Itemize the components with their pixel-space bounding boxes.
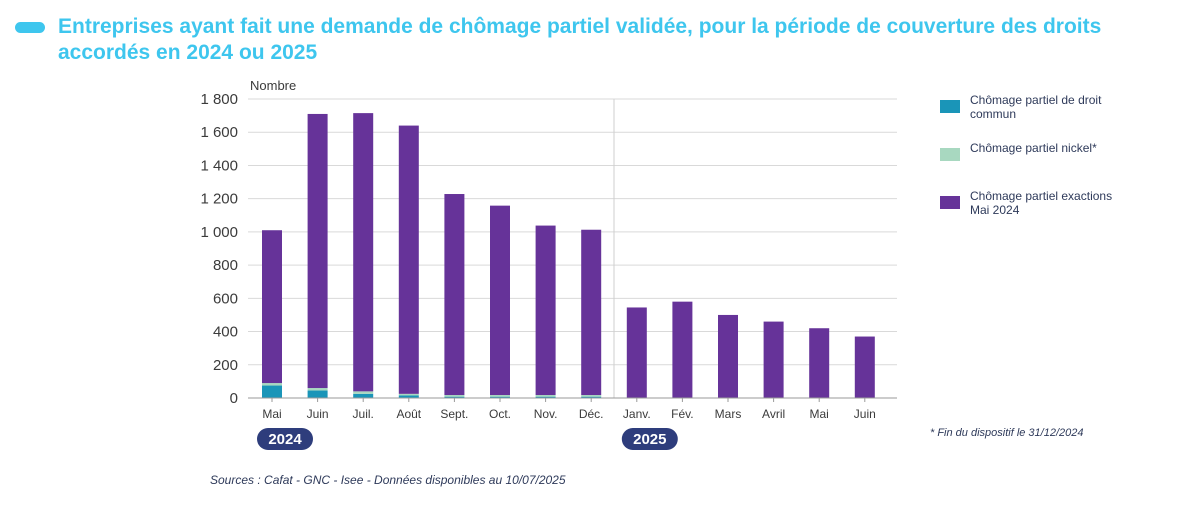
- source-note: Sources : Cafat - GNC - Isee - Données d…: [210, 473, 566, 487]
- bar-nickel: [444, 395, 465, 397]
- x-tick-label: Janv.: [623, 407, 651, 421]
- bar-nickel: [307, 388, 328, 391]
- bar-nickel: [581, 395, 602, 397]
- bar-droit-commun: [307, 390, 328, 398]
- x-tick-label: Juin: [307, 407, 329, 421]
- bar-exactions: [626, 307, 647, 398]
- grid-lines: [248, 98, 897, 399]
- bar-exactions: [490, 205, 510, 396]
- bar-exactions: [307, 113, 328, 389]
- year-badge-label: 2025: [633, 431, 666, 448]
- legend-item-droit-commun: Chômage partiel de droit commun: [940, 93, 1140, 141]
- y-tick-label: 1 000: [200, 224, 238, 241]
- legend-label-nickel: Chômage partiel nickel*: [970, 141, 1097, 155]
- bar-droit-commun: [262, 385, 282, 398]
- x-tick-label: Nov.: [534, 407, 558, 421]
- bars: [262, 113, 875, 398]
- x-tick-label: Fév.: [671, 407, 693, 421]
- x-tick-label: Juin: [854, 407, 876, 421]
- bar-droit-commun: [581, 396, 602, 398]
- title-accent-pill: [15, 22, 45, 33]
- y-axis-label: Nombre: [250, 78, 296, 93]
- bar-exactions: [672, 301, 693, 398]
- bar-exactions: [353, 113, 374, 392]
- bar-exactions: [809, 328, 830, 398]
- bar-droit-commun: [398, 395, 419, 398]
- year-badge: [621, 428, 678, 450]
- axes: 0 200 400 600 800 1 000 1 200 1 400 1 600 1 800 No…: [200, 78, 897, 450]
- y-tick-label: 0: [230, 390, 238, 407]
- y-tick-label: 200: [213, 357, 238, 374]
- y-tick-label: 1 200: [200, 191, 238, 208]
- chart-legend: Chômage partiel de droit commun Chômage …: [940, 93, 1140, 237]
- bar-droit-commun: [535, 396, 556, 398]
- bar-exactions: [398, 125, 419, 394]
- y-tick-label: 1 600: [200, 124, 238, 141]
- y-tick-label: 800: [213, 257, 238, 274]
- bar-nickel: [353, 391, 374, 394]
- legend-item-nickel: Chômage partiel nickel*: [940, 141, 1140, 189]
- x-tick-label: Oct.: [489, 407, 511, 421]
- bar-exactions: [581, 229, 602, 396]
- x-tick-label: Juil.: [353, 407, 374, 421]
- chart-title: Entreprises ayant fait une demande de ch…: [58, 15, 1102, 64]
- bar-exactions: [444, 194, 465, 396]
- x-tick-label: Déc.: [579, 407, 604, 421]
- bar-droit-commun: [444, 396, 465, 398]
- bar-exactions: [535, 225, 556, 396]
- legend-label-exactions: Chômage partiel exactions Mai 2024: [970, 189, 1113, 217]
- y-tick-label: 1 400: [200, 157, 238, 174]
- y-tick-label: 400: [213, 324, 238, 341]
- bar-nickel: [262, 383, 282, 386]
- bar-nickel: [490, 395, 510, 397]
- legend-label-droit-commun: Chômage partiel de droit commun: [970, 93, 1102, 121]
- footnote: * Fin du dispositif le 31/12/2024: [930, 427, 1084, 439]
- bar-droit-commun: [490, 396, 510, 398]
- legend-item-exactions: Chômage partiel exactions Mai 2024: [940, 189, 1140, 237]
- legend-swatch-exactions: [940, 196, 960, 209]
- x-tick-label: Mars: [715, 407, 742, 421]
- bar-nickel: [398, 393, 419, 396]
- x-tick-label: Sept.: [440, 407, 468, 421]
- year-badge-label: 2024: [268, 431, 302, 448]
- x-tick-label: Août: [396, 407, 421, 421]
- x-tick-label: Mai: [262, 407, 281, 421]
- year-badge: [257, 428, 313, 450]
- legend-swatch-droit-commun: [940, 100, 960, 113]
- bar-nickel: [535, 395, 556, 397]
- bar-exactions: [763, 321, 784, 398]
- legend-swatch-nickel: [940, 148, 960, 161]
- bar-exactions: [718, 314, 738, 398]
- y-tick-label: 600: [213, 290, 238, 307]
- bar-exactions: [854, 336, 875, 398]
- x-tick-label: Avril: [762, 407, 785, 421]
- bar-droit-commun: [353, 393, 374, 398]
- bar-exactions: [262, 230, 282, 384]
- y-tick-label: 1 800: [200, 91, 238, 108]
- x-tick-label: Mai: [810, 407, 829, 421]
